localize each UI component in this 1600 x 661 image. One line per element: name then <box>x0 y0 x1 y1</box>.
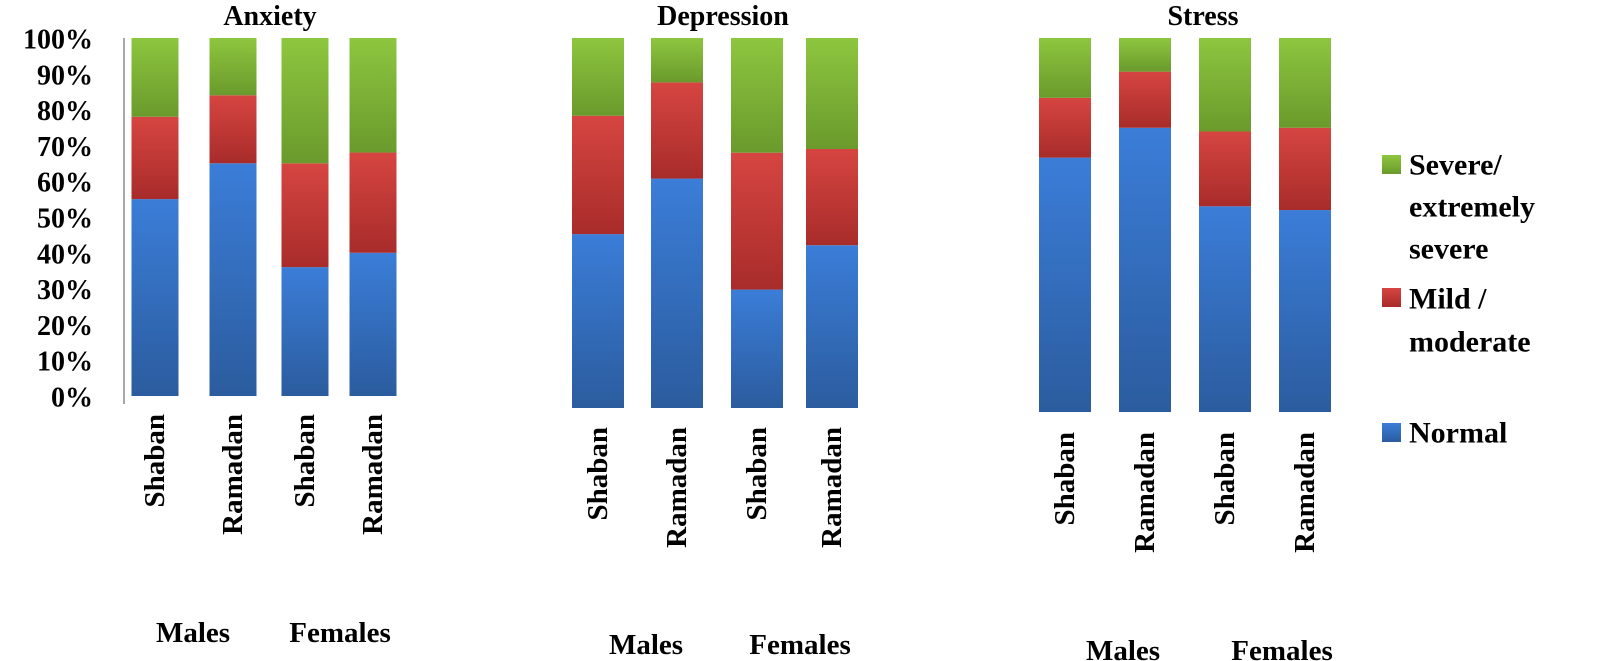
group-label-stress-males: Males <box>1086 635 1160 661</box>
x-tick-label-stress-4: Ramadan <box>1289 432 1321 553</box>
y-tick-label-5: 50% <box>37 204 93 235</box>
bar-depression-1-severe-extremely-severe <box>572 38 624 116</box>
x-tick-label-depression-2: Ramadan <box>661 427 693 548</box>
x-tick-label-anxiety-3: Shaban <box>289 414 321 508</box>
legend-label-mild-moderate-line-1: Mild / <box>1409 283 1487 316</box>
bar-depression-2-mild-moderate <box>651 82 703 179</box>
bar-anxiety-4-mild-moderate <box>349 152 397 253</box>
group-label-depression-males: Males <box>609 629 683 661</box>
x-tick-label-anxiety-4: Ramadan <box>357 414 389 535</box>
legend-swatch-mild-moderate <box>1382 288 1401 307</box>
y-tick-label-0: 0% <box>51 383 93 414</box>
legend-label-mild-moderate-line-2: moderate <box>1409 326 1531 359</box>
bar-anxiety-3-severe-extremely-severe <box>281 38 329 164</box>
bar-depression-3-mild-moderate <box>731 152 783 290</box>
bar-anxiety-4-normal <box>349 252 397 396</box>
x-tick-label-anxiety-1: Shaban <box>139 414 171 508</box>
x-tick-label-depression-4: Ramadan <box>816 427 848 548</box>
bar-stress-2-mild-moderate <box>1119 71 1171 128</box>
y-tick-label-9: 90% <box>37 60 93 91</box>
x-category-labels-anxiety: Shaban Ramadan Shaban Ramadan <box>139 414 389 535</box>
y-tick-label-10: 100% <box>23 25 93 56</box>
y-tick-label-8: 80% <box>37 96 93 127</box>
chart-title-stress: Stress <box>1167 1 1238 32</box>
bar-depression-2-normal <box>651 178 703 408</box>
x-tick-label-stress-1: Shaban <box>1049 432 1081 526</box>
bar-stress-4-mild-moderate <box>1279 127 1331 211</box>
x-tick-label-stress-3: Shaban <box>1209 432 1241 526</box>
bar-stress-3-normal <box>1199 206 1251 412</box>
legend-label-severe-extremely-severe-line-1: Severe/ <box>1409 149 1502 182</box>
bar-stress-1-mild-moderate <box>1039 97 1091 158</box>
panel-depression: Depression Shaban Ramadan Shaban Ramadan Ma… <box>572 1 858 661</box>
bar-stress-4-normal <box>1279 210 1331 412</box>
bar-depression-4-mild-moderate <box>806 149 858 246</box>
bar-stress-1-normal <box>1039 157 1091 412</box>
bar-stress-3-severe-extremely-severe <box>1199 38 1251 132</box>
group-label-depression-females: Females <box>749 629 850 661</box>
legend-label-severe-extremely-severe-line-3: severe <box>1409 233 1488 266</box>
y-tick-label-2: 20% <box>37 311 93 342</box>
x-tick-label-anxiety-2: Ramadan <box>217 414 249 535</box>
bar-anxiety-3-normal <box>281 267 329 396</box>
bar-anxiety-4-severe-extremely-severe <box>349 38 397 153</box>
chart-title-depression: Depression <box>657 1 789 32</box>
bar-anxiety-2-severe-extremely-severe <box>209 38 257 96</box>
y-tick-label-3: 30% <box>37 275 93 306</box>
chart-title-anxiety: Anxiety <box>223 1 316 32</box>
y-tick-labels: 0% 10% 20% 30% 40% 50% 60% 70% 80% 90% 100% <box>23 25 93 414</box>
bar-anxiety-1-severe-extremely-severe <box>131 38 179 117</box>
bar-depression-3-severe-extremely-severe <box>731 38 783 153</box>
bar-depression-2-severe-extremely-severe <box>651 38 703 83</box>
x-category-labels-stress: Shaban Ramadan Shaban Ramadan <box>1049 432 1321 553</box>
bar-depression-4-severe-extremely-severe <box>806 38 858 149</box>
x-tick-label-depression-1: Shaban <box>582 427 614 521</box>
bar-stress-4-severe-extremely-severe <box>1279 38 1331 128</box>
legend: Severe/extremely severe Mild / moderate Norm… <box>1382 149 1535 450</box>
y-tick-label-4: 40% <box>37 239 93 270</box>
panel-anxiety: Anxiety 0% 10% 20% 30% 40% 50% 60% 70% 80% 90% 100… <box>23 1 397 649</box>
bar-anxiety-3-mild-moderate <box>281 163 329 268</box>
bar-depression-3-normal <box>731 289 783 408</box>
bar-anxiety-2-mild-moderate <box>209 95 257 164</box>
x-tick-label-depression-3: Shaban <box>741 427 773 521</box>
bar-stress-3-mild-moderate <box>1199 131 1251 207</box>
bar-depression-1-normal <box>572 234 624 408</box>
legend-swatch-severe-extremely-severe <box>1382 155 1401 174</box>
bars-depression <box>572 38 858 408</box>
legend-label-severe-extremely-severe-line-2: extremely <box>1409 191 1535 224</box>
x-category-labels-depression: Shaban Ramadan Shaban Ramadan <box>582 427 848 548</box>
bars-anxiety <box>131 38 397 396</box>
bars-stress <box>1039 38 1331 412</box>
bar-stress-2-normal <box>1119 127 1171 412</box>
bar-depression-4-normal <box>806 245 858 408</box>
group-label-anxiety-females: Females <box>289 617 390 649</box>
bar-anxiety-1-mild-moderate <box>131 116 179 200</box>
legend-swatch-normal <box>1382 423 1401 442</box>
y-tick-label-1: 10% <box>37 347 93 378</box>
panel-stress: Stress Shaban Ramadan Shaban Ramadan Males … <box>1039 1 1333 661</box>
bar-stress-2-severe-extremely-severe <box>1119 38 1171 72</box>
y-tick-label-7: 70% <box>37 132 93 163</box>
bar-depression-1-mild-moderate <box>572 115 624 235</box>
bar-anxiety-1-normal <box>131 199 179 396</box>
legend-label-normal-line-1: Normal <box>1409 417 1507 450</box>
bar-anxiety-2-normal <box>209 163 257 396</box>
bar-stress-1-severe-extremely-severe <box>1039 38 1091 98</box>
group-label-stress-females: Females <box>1231 635 1332 661</box>
y-tick-label-6: 60% <box>37 168 93 199</box>
x-tick-label-stress-2: Ramadan <box>1129 432 1161 553</box>
group-label-anxiety-males: Males <box>156 617 230 649</box>
